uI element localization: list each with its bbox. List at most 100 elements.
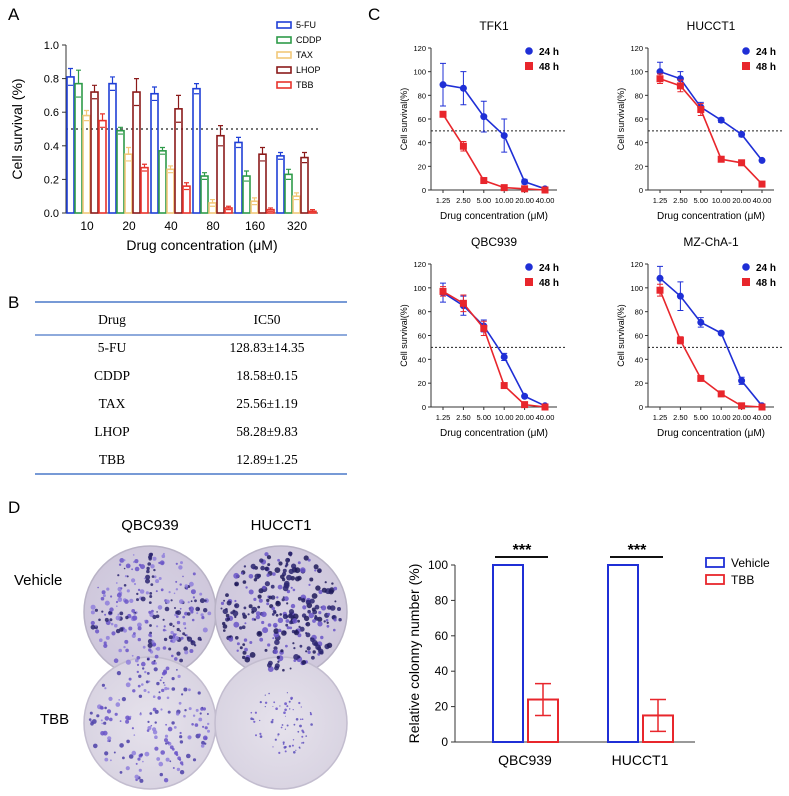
point-48h [717, 390, 725, 398]
colony [299, 644, 303, 648]
colony [276, 655, 280, 660]
colony [152, 707, 157, 712]
colony [152, 556, 157, 561]
y-tick-label: 60 [635, 115, 643, 124]
colony [176, 620, 181, 625]
colony [133, 632, 136, 635]
point-48h [717, 155, 725, 163]
legend-swatch [705, 557, 725, 568]
colony [164, 686, 168, 691]
colony [183, 687, 188, 692]
colony [104, 716, 110, 721]
colony [147, 726, 152, 730]
colony [136, 663, 140, 667]
colony [152, 614, 157, 620]
bar-tax [250, 200, 259, 214]
colony [223, 629, 226, 632]
colony [136, 656, 141, 660]
error-bar [278, 151, 283, 160]
colony [115, 582, 118, 584]
colony [93, 743, 98, 749]
colony [311, 607, 316, 612]
legend-swatch [276, 21, 292, 29]
significance-stars: *** [628, 542, 647, 559]
colony [125, 648, 129, 653]
colony [284, 580, 290, 587]
x-tick-label: 10.00 [495, 196, 514, 205]
y-tick-label: 20 [418, 162, 426, 171]
colony [297, 561, 301, 565]
colony [233, 621, 240, 628]
colony [242, 655, 246, 660]
point-48h [521, 401, 529, 409]
x-axis-label: Drug concentration (μM) [126, 237, 277, 253]
colony [204, 736, 208, 740]
chart-d-colony-number: 0 20 40 60 80 100 QBC939 *** HUCCT1 *** Relative c… [406, 542, 770, 768]
point-48h [459, 299, 467, 307]
colony [182, 615, 186, 619]
colony [302, 741, 305, 744]
bar-tax [166, 168, 175, 214]
colony [119, 597, 122, 600]
colony [119, 558, 125, 563]
colony [188, 606, 194, 612]
colony [262, 585, 266, 590]
table-cell-ic50: 25.56±1.19 [236, 396, 298, 411]
bar-tbb [224, 207, 233, 214]
colony [297, 730, 300, 733]
colony [144, 670, 147, 674]
colony [149, 592, 153, 595]
table-cell-drug: LHOP [94, 424, 129, 439]
colony [286, 705, 289, 708]
colony [301, 735, 304, 738]
legend-marker [525, 263, 533, 271]
colony [149, 624, 152, 627]
colony [184, 634, 187, 637]
colony [257, 594, 262, 599]
colony [122, 756, 125, 760]
bar-tax [82, 114, 91, 214]
colony [309, 598, 315, 604]
colony [179, 770, 185, 775]
colony [172, 625, 175, 628]
colony [275, 613, 279, 617]
colony [242, 580, 247, 584]
error-bar [68, 67, 73, 86]
x-tick-label: 320 [287, 219, 307, 233]
colony [272, 706, 274, 707]
colony [133, 612, 136, 615]
colony [135, 658, 139, 663]
colony [239, 626, 243, 630]
bar-cddp [158, 150, 167, 214]
colony [311, 655, 315, 660]
colony [189, 581, 194, 587]
colony [176, 627, 180, 632]
colony [148, 680, 151, 683]
colony [147, 562, 151, 566]
colony [307, 650, 311, 654]
colony [137, 757, 141, 761]
colony [171, 677, 175, 681]
colony [225, 593, 229, 597]
colony [134, 566, 140, 572]
colony [171, 687, 176, 691]
series-line-0 [659, 277, 763, 407]
colony [267, 563, 271, 567]
point-24h [521, 392, 529, 400]
colony [150, 724, 153, 727]
ic50-table-svg: Drug IC50 5-FU 128.83±14.35 CDDP 18.58±0… [35, 301, 347, 475]
colony [159, 772, 163, 777]
colony [305, 632, 311, 638]
y-tick-label: 60 [635, 332, 643, 341]
colony [204, 742, 207, 745]
colony [248, 604, 253, 609]
point-24h [500, 353, 508, 361]
colony [222, 608, 228, 615]
colony [199, 598, 205, 604]
point-48h [676, 82, 684, 90]
colony [179, 735, 183, 739]
table-cell-drug: 5-FU [98, 340, 127, 355]
colony [320, 635, 324, 640]
y-tick-label: 120 [413, 260, 426, 269]
legend-label: CDDP [296, 35, 322, 45]
